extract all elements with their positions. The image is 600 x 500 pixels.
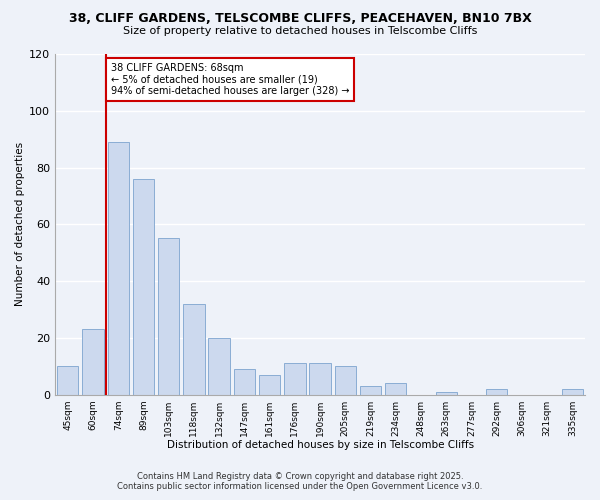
Text: Contains HM Land Registry data © Crown copyright and database right 2025.
Contai: Contains HM Land Registry data © Crown c…	[118, 472, 482, 491]
Y-axis label: Number of detached properties: Number of detached properties	[15, 142, 25, 306]
Bar	[360, 386, 381, 394]
Bar	[284, 364, 305, 394]
Text: Size of property relative to detached houses in Telscombe Cliffs: Size of property relative to detached ho…	[123, 26, 477, 36]
Bar	[133, 179, 154, 394]
Bar	[57, 366, 79, 394]
Text: 38, CLIFF GARDENS, TELSCOMBE CLIFFS, PEACEHAVEN, BN10 7BX: 38, CLIFF GARDENS, TELSCOMBE CLIFFS, PEA…	[68, 12, 532, 26]
Bar	[107, 142, 129, 395]
Bar	[562, 389, 583, 394]
Bar	[259, 374, 280, 394]
Bar	[208, 338, 230, 394]
Text: 38 CLIFF GARDENS: 68sqm
← 5% of detached houses are smaller (19)
94% of semi-det: 38 CLIFF GARDENS: 68sqm ← 5% of detached…	[110, 62, 349, 96]
Bar	[310, 364, 331, 394]
Bar	[436, 392, 457, 394]
Bar	[486, 389, 508, 394]
Bar	[183, 304, 205, 394]
X-axis label: Distribution of detached houses by size in Telscombe Cliffs: Distribution of detached houses by size …	[167, 440, 473, 450]
Bar	[158, 238, 179, 394]
Bar	[233, 369, 255, 394]
Bar	[385, 383, 406, 394]
Bar	[82, 330, 104, 394]
Bar	[335, 366, 356, 394]
